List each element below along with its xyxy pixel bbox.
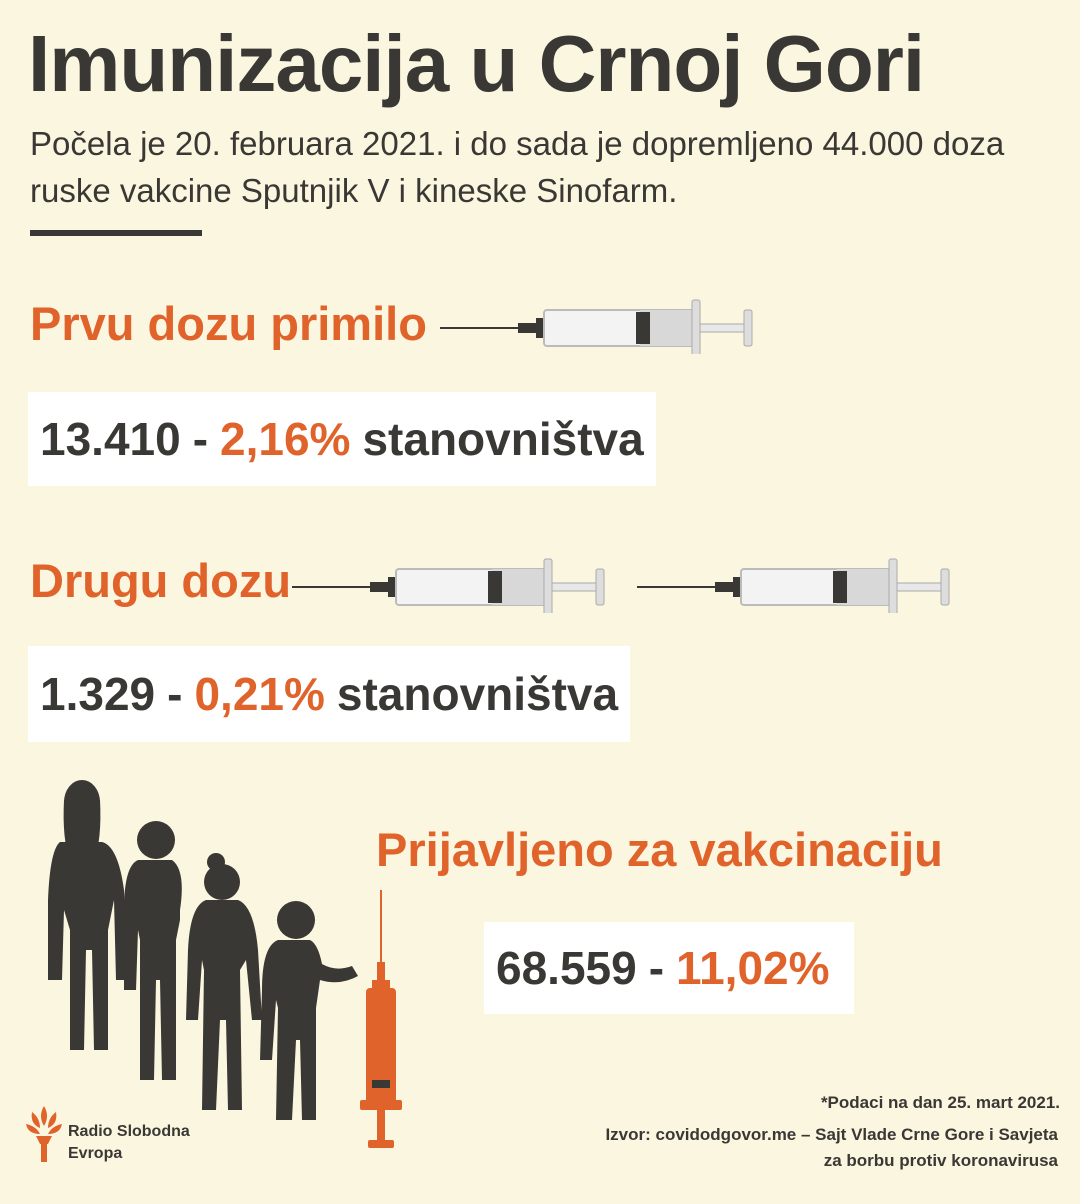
rse-logo-text: Radio Slobodna Evropa	[68, 1121, 190, 1165]
registered-count: 68.559	[496, 942, 637, 994]
registered-stat: 68.559 - 11,02%	[484, 922, 854, 1014]
data-date-footnote: *Podaci na dan 25. mart 2021.	[820, 1093, 1060, 1112]
second-dose-count: 1.329	[40, 668, 156, 720]
source-note: Izvor: covidodgovor.me – Sajt Vlade Crne…	[498, 1122, 1058, 1174]
syringe-icon	[637, 558, 950, 613]
source-line-2: za borbu protiv koronavirusa	[823, 1151, 1058, 1170]
second-dose-percent: 0,21%	[194, 668, 325, 720]
stat-dash: -	[192, 413, 209, 465]
people-queue-icon	[48, 780, 358, 1120]
logo-line-1: Radio Slobodna	[68, 1123, 190, 1140]
registered-heading: Prijavljeno za vakcinaciju	[376, 823, 943, 876]
stat-dash: -	[648, 942, 665, 994]
second-dose-suffix: stanovništva	[336, 668, 619, 720]
rse-torch-logo-icon	[26, 1106, 62, 1162]
logo-line-2: Evropa	[68, 1145, 123, 1162]
second-dose-stat: 1.329 - 0,21% stanovništva	[28, 646, 631, 742]
first-dose-heading: Prvu dozu primilo	[30, 297, 427, 350]
second-dose-heading: Drugu dozu	[30, 554, 292, 607]
first-dose-stat: 13.410 - 2,16% stanovništva	[28, 392, 656, 486]
page-subtitle: Počela je 20. februara 2021. i do sada j…	[30, 125, 1005, 209]
syringe-icon	[440, 299, 753, 354]
first-dose-suffix: stanovništva	[362, 413, 644, 465]
source-line-1: Izvor: covidodgovor.me – Sajt Vlade Crne…	[605, 1125, 1058, 1144]
first-dose-percent: 2,16%	[220, 413, 351, 465]
first-dose-count: 13.410	[40, 413, 181, 465]
stat-dash: -	[167, 668, 183, 720]
page-title: Imunizacija u Crnoj Gori	[28, 19, 925, 108]
registered-percent: 11,02%	[676, 942, 830, 994]
title-divider	[30, 230, 202, 236]
syringe-icon	[292, 558, 605, 613]
orange-syringe-icon	[360, 890, 402, 1148]
